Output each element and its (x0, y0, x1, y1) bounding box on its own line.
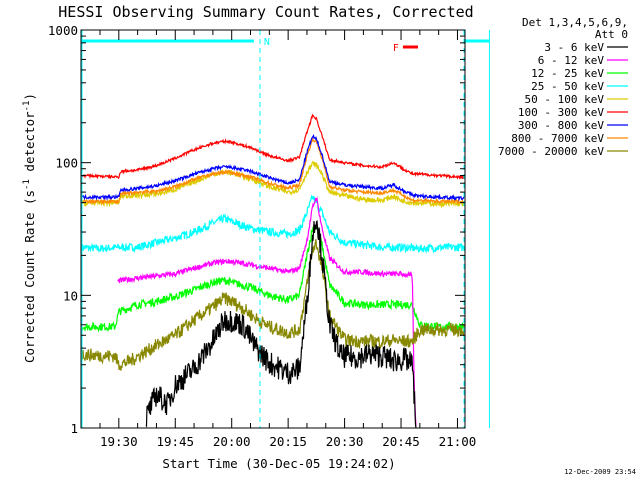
legend-label-50-100keV: 50 - 100 keV (525, 93, 605, 106)
y-tick-label: 1 (70, 421, 78, 436)
x-tick-label: 20:30 (326, 434, 364, 449)
legend-title-line2: Att 0 (595, 28, 628, 41)
series-line-7000-20000keV (81, 239, 465, 371)
footer-timestamp: 12-Dec-2009 23:54 (564, 468, 636, 476)
x-tick-label: 19:45 (156, 434, 194, 449)
legend-label-100-300keV: 100 - 300 keV (518, 106, 604, 119)
legend-label-3-6keV: 3 - 6 keV (544, 41, 604, 54)
series-line-50-100keV (81, 160, 465, 209)
x-tick-label: 20:00 (213, 434, 251, 449)
legend-label-7000-20000keV: 7000 - 20000 keV (498, 145, 604, 158)
y-tick-label: 10 (63, 288, 78, 303)
flare-flag-label: F (393, 43, 399, 54)
series-line-25-50keV (81, 194, 465, 254)
tick-labels-group: 1 10 100 1000 19:30 19:45 20:00 20:15 20:30 20:45… (48, 23, 476, 449)
series-line-100-300keV (81, 113, 465, 180)
x-tick-label: 20:45 (382, 434, 420, 449)
y-tick-label: 100 (55, 156, 78, 171)
y-axis-label: Corrected Count Rate (s-1 detector-1) (22, 93, 37, 363)
x-tick-label: 21:00 (439, 434, 477, 449)
night-flag-label: N (264, 37, 270, 48)
legend-label-12-25keV: 12 - 25 keV (531, 67, 604, 80)
series-line-300-800keV (81, 133, 465, 202)
legend-title-line1: Det 1,3,4,5,6,9, (522, 16, 628, 29)
y-tick-label: 1000 (48, 23, 78, 38)
plot-frame (80, 29, 466, 429)
x-axis-label: Start Time (30-Dec-05 19:24:02) (162, 456, 395, 471)
series-line-6-12keV (117, 196, 417, 426)
legend-label-300-800keV: 300 - 800 keV (518, 119, 604, 132)
x-tick-label: 20:15 (269, 434, 307, 449)
plot-series-group (81, 113, 465, 429)
series-line-3-6keV (145, 219, 417, 429)
series-line-12-25keV (81, 224, 465, 333)
flag-bars-group: NF (81, 30, 490, 428)
chart-title: HESSI Observing Summary Count Rates, Cor… (58, 3, 473, 21)
x-tick-label: 19:30 (100, 434, 138, 449)
series-line-800-7000keV (81, 136, 465, 205)
legend-label-6-12keV: 6 - 12 keV (538, 54, 605, 67)
legend-label-25-50keV: 25 - 50 keV (531, 80, 604, 93)
axes-group (80, 29, 466, 429)
legend-label-800-7000keV: 800 - 7000 keV (511, 132, 604, 145)
